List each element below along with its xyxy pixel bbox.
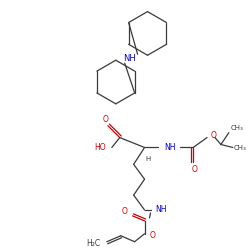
Text: O: O xyxy=(103,115,109,124)
Text: O: O xyxy=(150,231,156,240)
Text: O: O xyxy=(211,131,217,140)
Text: O: O xyxy=(122,208,128,216)
Text: O: O xyxy=(191,165,197,174)
Text: NH: NH xyxy=(156,206,167,214)
Text: CH₃: CH₃ xyxy=(234,146,246,152)
Text: CH₃: CH₃ xyxy=(231,125,243,131)
Text: NH: NH xyxy=(164,143,176,152)
Text: NH: NH xyxy=(123,54,136,63)
Text: H: H xyxy=(145,156,150,162)
Text: H₂C: H₂C xyxy=(86,239,100,248)
Text: HO: HO xyxy=(94,143,106,152)
